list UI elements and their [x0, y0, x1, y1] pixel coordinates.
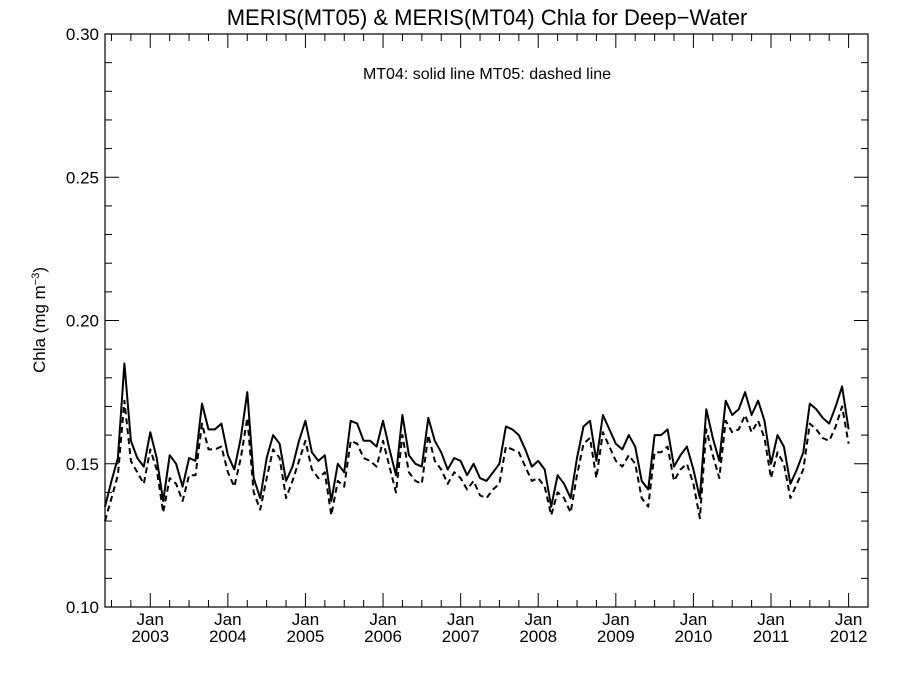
x-tick-year-label: 2010 — [675, 627, 713, 646]
plot-frame — [104, 33, 869, 608]
x-tick-month-label: Jan — [835, 610, 862, 629]
y-axis-title: Chla (mg m−3) — [30, 267, 49, 373]
y-tick-label: 0.25 — [66, 168, 99, 187]
y-axis-title-exponent: −3 — [30, 273, 42, 286]
y-axis-title-close: ) — [30, 267, 49, 273]
x-tick-year-label: 2011 — [753, 627, 790, 646]
y-tick-label: 0.20 — [66, 312, 99, 331]
x-tick-year-label: 2009 — [597, 627, 635, 646]
series-layer — [104, 362, 850, 522]
x-tick-year-label: 2007 — [442, 627, 480, 646]
x-tick-month-label: Jan — [680, 610, 707, 629]
x-tick-month-label: Jan — [602, 610, 629, 629]
chart-title: MERIS(MT05) & MERIS(MT04) Chla for Deep−… — [227, 5, 748, 30]
x-tick-month-label: Jan — [292, 610, 319, 629]
y-axis-title-main: Chla (mg m — [30, 285, 49, 373]
x-tick-month-label: Jan — [369, 610, 396, 629]
x-tick-year-label: 2012 — [830, 627, 868, 646]
series-line-mt04 — [104, 362, 850, 508]
x-tick-month-label: Jan — [214, 610, 241, 629]
x-tick-month-label: Jan — [447, 610, 474, 629]
x-tick-year-label: 2005 — [287, 627, 325, 646]
y-tick-label: 0.15 — [66, 455, 99, 474]
x-tick-month-label: Jan — [525, 610, 552, 629]
series-line-mt05 — [104, 399, 850, 522]
x-tick-year-label: 2003 — [131, 627, 169, 646]
x-tick-month-label: Jan — [137, 610, 164, 629]
y-tick-label: 0.10 — [66, 598, 99, 617]
line-style-note: MT04: solid line MT05: dashed line — [363, 66, 611, 83]
x-tick-year-label: 2006 — [364, 627, 402, 646]
y-tick-label: 0.30 — [66, 25, 99, 44]
x-tick-month-label: Jan — [757, 610, 784, 629]
x-tick-year-label: 2008 — [519, 627, 557, 646]
ticks-layer: 0.100.150.200.250.30Jan2003Jan2004Jan200… — [66, 25, 869, 646]
x-tick-year-label: 2004 — [209, 627, 247, 646]
